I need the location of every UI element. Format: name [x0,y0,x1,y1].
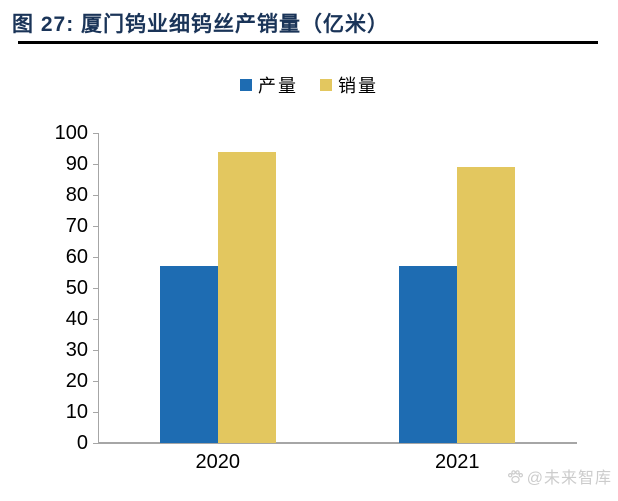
y-tick-label: 90 [65,153,88,175]
y-axis-tick [93,349,98,351]
y-axis-tick [93,256,98,258]
y-axis-tick [93,225,98,227]
y-axis-tick [93,132,98,134]
y-tick-label: 10 [65,401,88,423]
x-tick-label: 2020 [195,451,241,473]
legend-swatch-产量 [240,79,252,91]
y-axis-tick [93,380,98,382]
paw-icon [507,469,523,483]
y-axis-tick [93,287,98,289]
legend-item-销量: 销量 [320,72,378,98]
y-tick-label: 0 [76,432,88,454]
y-tick-label: 40 [65,308,88,330]
y-tick-label: 20 [65,370,88,392]
y-tick-label: 30 [65,339,88,361]
watermark: @未来智库 [507,464,612,488]
legend-item-产量: 产量 [240,72,298,98]
y-axis-tick [93,163,98,165]
chart-legend: 产量 销量 [0,72,618,98]
x-tick-label: 2021 [435,451,480,473]
title-divider [18,41,598,44]
bar-销量-2021 [457,167,516,443]
y-axis-tick [93,318,98,320]
page-title: 图 27: 厦门钨业细钨丝产销量（亿米） [12,13,390,36]
y-axis-tick [93,194,98,196]
bar-产量-2021 [399,266,458,443]
y-tick-label: 80 [65,184,88,206]
y-tick-label: 50 [65,277,88,299]
y-axis-line [98,133,99,443]
y-tick-label: 60 [65,246,88,268]
legend-label-销量: 销量 [338,76,378,96]
bar-产量-2020 [159,266,218,443]
y-axis-tick [93,411,98,413]
legend-swatch-销量 [320,79,332,91]
plot-area: 0 10 20 30 40 50 60 70 80 90 100 2020 2021 [55,122,577,473]
bar-销量-2020 [217,151,276,443]
y-axis-tick [93,442,98,444]
legend-label-产量: 产量 [258,76,298,96]
y-tick-label: 70 [65,215,88,237]
watermark-text: @未来智库 [526,470,612,487]
x-axis-line [98,442,577,444]
y-tick-label: 100 [54,122,88,144]
